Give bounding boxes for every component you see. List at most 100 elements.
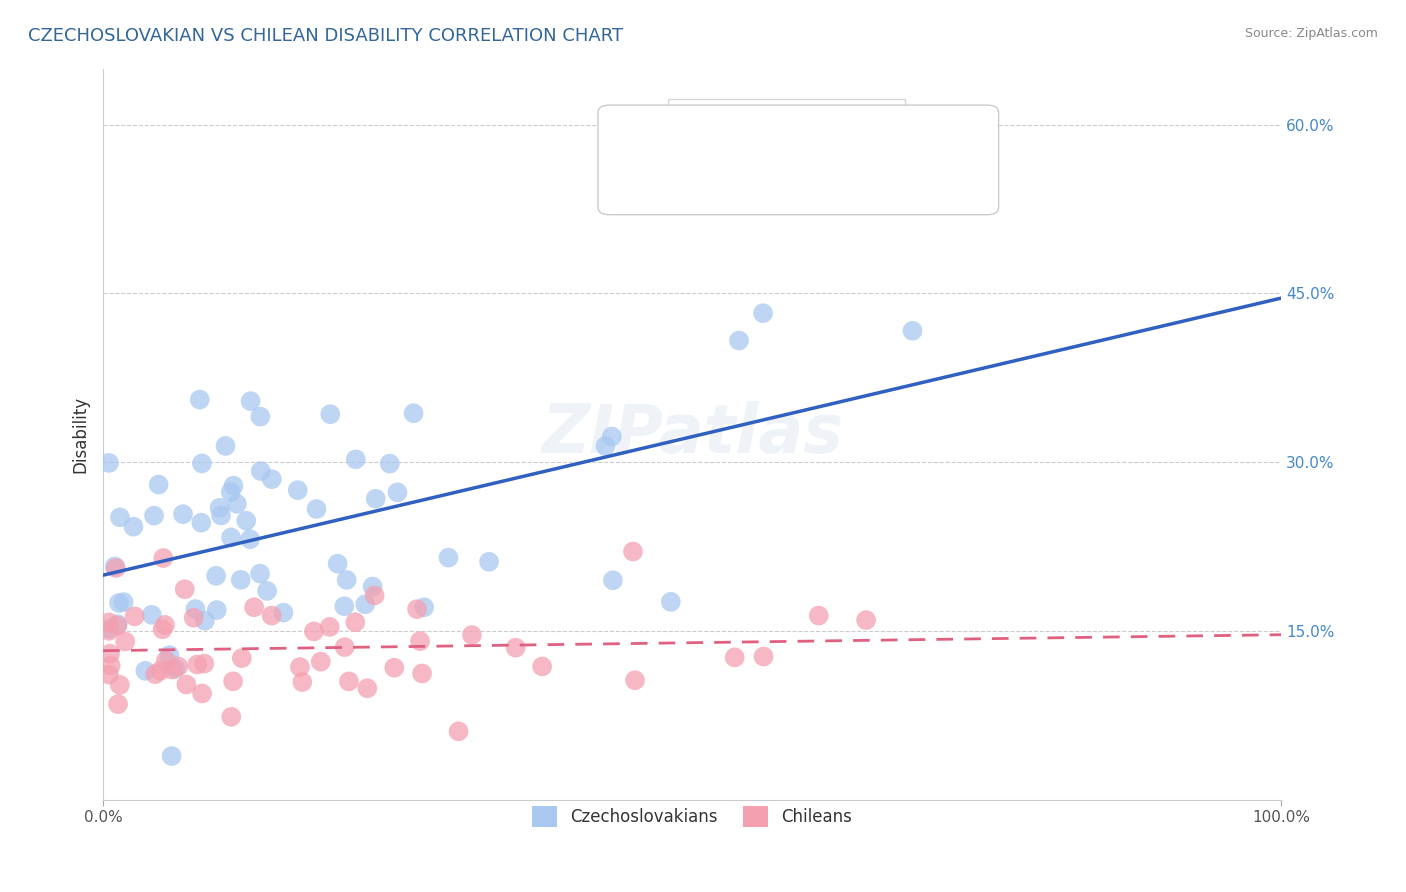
Chileans bbox=[382, 661, 405, 675]
Text: CZECHOSLOVAKIAN VS CHILEAN DISABILITY CORRELATION CHART: CZECHOSLOVAKIAN VS CHILEAN DISABILITY CO… bbox=[28, 27, 623, 45]
Chileans bbox=[191, 686, 214, 700]
Chileans bbox=[100, 658, 122, 673]
Czechoslovakians bbox=[249, 464, 271, 478]
Chileans bbox=[531, 659, 554, 673]
Czechoslovakians bbox=[273, 606, 295, 620]
Chileans bbox=[98, 647, 121, 661]
Czechoslovakians bbox=[205, 569, 228, 583]
Czechoslovakians bbox=[222, 478, 245, 492]
Czechoslovakians bbox=[219, 531, 242, 545]
Chileans bbox=[186, 657, 208, 672]
Czechoslovakians bbox=[354, 597, 377, 611]
Chileans bbox=[160, 663, 183, 677]
Czechoslovakians bbox=[239, 394, 262, 409]
Czechoslovakians bbox=[728, 334, 751, 348]
Czechoslovakians bbox=[344, 452, 367, 467]
Chileans bbox=[447, 724, 470, 739]
Chileans bbox=[406, 602, 429, 616]
Czechoslovakians bbox=[205, 603, 228, 617]
Chileans bbox=[98, 667, 121, 681]
Chileans bbox=[319, 620, 342, 634]
Czechoslovakians bbox=[600, 429, 623, 443]
Czechoslovakians bbox=[901, 324, 924, 338]
Czechoslovakians bbox=[326, 557, 349, 571]
Czechoslovakians bbox=[143, 508, 166, 523]
Chileans bbox=[724, 650, 747, 665]
Czechoslovakians bbox=[249, 566, 271, 581]
Czechoslovakians bbox=[172, 507, 194, 521]
Czechoslovakians bbox=[184, 602, 207, 616]
Czechoslovakians bbox=[260, 472, 283, 486]
Czechoslovakians bbox=[208, 500, 231, 515]
Czechoslovakians bbox=[478, 555, 501, 569]
Czechoslovakians bbox=[235, 514, 257, 528]
Czechoslovakians bbox=[108, 596, 131, 610]
Czechoslovakians bbox=[112, 595, 135, 609]
Chileans bbox=[222, 674, 245, 689]
Chileans bbox=[155, 654, 177, 668]
Chileans bbox=[855, 613, 877, 627]
Czechoslovakians bbox=[107, 617, 129, 632]
Chileans bbox=[243, 600, 266, 615]
Chileans bbox=[153, 618, 176, 632]
Czechoslovakians bbox=[148, 477, 170, 491]
Chileans bbox=[124, 609, 146, 624]
FancyBboxPatch shape bbox=[598, 105, 998, 215]
Chileans bbox=[219, 710, 242, 724]
Czechoslovakians bbox=[98, 456, 121, 470]
Chileans bbox=[260, 608, 283, 623]
Chileans bbox=[108, 678, 131, 692]
Chileans bbox=[152, 623, 174, 637]
Czechoslovakians bbox=[165, 662, 187, 676]
Czechoslovakians bbox=[191, 457, 214, 471]
Czechoslovakians bbox=[333, 599, 356, 614]
Chileans bbox=[104, 561, 127, 575]
Czechoslovakians bbox=[194, 614, 217, 628]
Czechoslovakians bbox=[319, 407, 342, 421]
Czechoslovakians bbox=[336, 573, 359, 587]
Chileans bbox=[505, 640, 527, 655]
Chileans bbox=[356, 681, 378, 696]
Chileans bbox=[461, 628, 484, 642]
Chileans bbox=[621, 544, 644, 558]
Chileans bbox=[337, 674, 360, 689]
Czechoslovakians bbox=[239, 532, 262, 546]
Czechoslovakians bbox=[98, 622, 121, 636]
Chileans bbox=[231, 651, 253, 665]
Czechoslovakians bbox=[134, 664, 156, 678]
Czechoslovakians bbox=[157, 648, 180, 663]
Chileans bbox=[152, 551, 174, 566]
Chileans bbox=[98, 624, 121, 638]
Chileans bbox=[344, 615, 367, 630]
Czechoslovakians bbox=[122, 519, 145, 533]
Czechoslovakians bbox=[413, 600, 436, 615]
Chileans bbox=[107, 697, 129, 711]
Chileans bbox=[752, 649, 775, 664]
Czechoslovakians bbox=[378, 457, 401, 471]
Czechoslovakians bbox=[209, 508, 232, 523]
Czechoslovakians bbox=[595, 439, 617, 453]
Chileans bbox=[302, 624, 325, 639]
Chileans bbox=[624, 673, 647, 688]
Czechoslovakians bbox=[659, 595, 682, 609]
Czechoslovakians bbox=[108, 510, 131, 524]
Chileans bbox=[291, 675, 314, 690]
Chileans bbox=[807, 608, 830, 623]
Chileans bbox=[98, 615, 121, 630]
Czechoslovakians bbox=[190, 516, 212, 530]
Legend: Czechoslovakians, Chileans: Czechoslovakians, Chileans bbox=[524, 798, 860, 835]
Text: Source: ZipAtlas.com: Source: ZipAtlas.com bbox=[1244, 27, 1378, 40]
Czechoslovakians bbox=[256, 583, 278, 598]
Czechoslovakians bbox=[214, 439, 236, 453]
Text: ZIPatlas: ZIPatlas bbox=[541, 401, 844, 467]
Chileans bbox=[173, 582, 195, 597]
Chileans bbox=[143, 667, 166, 681]
Czechoslovakians bbox=[752, 306, 775, 320]
Czechoslovakians bbox=[229, 573, 252, 587]
Chileans bbox=[107, 618, 129, 632]
Chileans bbox=[288, 660, 311, 674]
Czechoslovakians bbox=[188, 392, 211, 407]
Czechoslovakians bbox=[160, 749, 183, 764]
Chileans bbox=[193, 657, 215, 671]
Chileans bbox=[149, 664, 172, 678]
